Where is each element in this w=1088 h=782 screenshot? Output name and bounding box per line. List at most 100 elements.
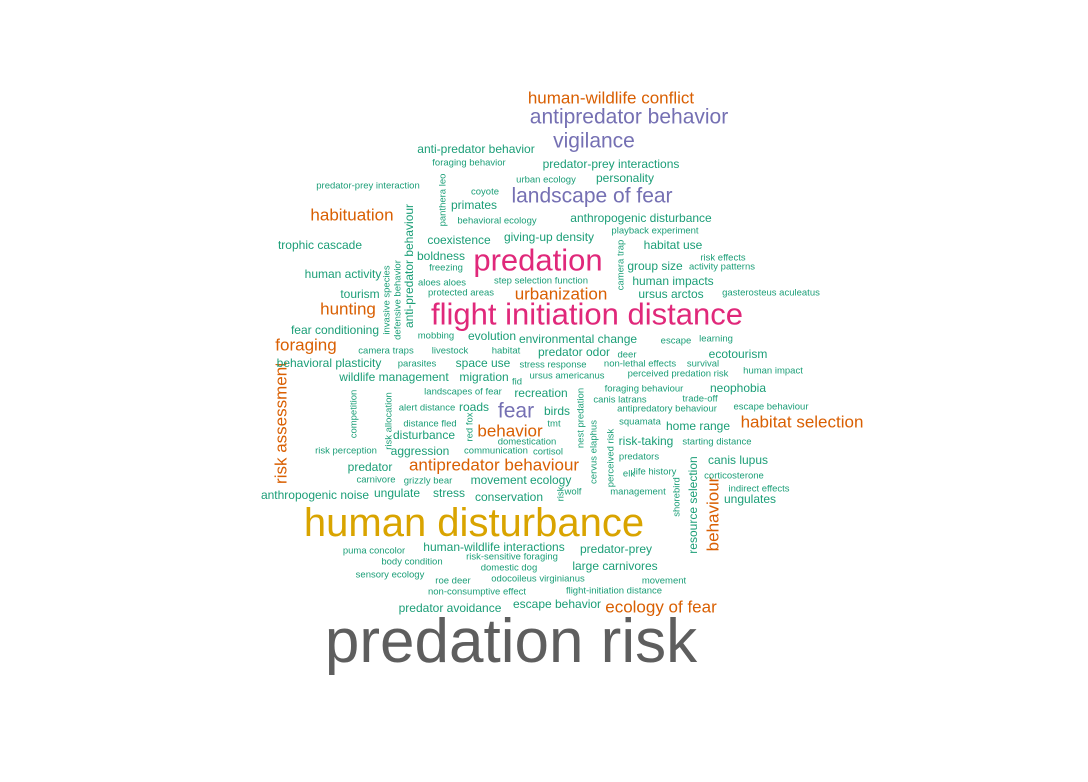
word-competition: competition — [348, 389, 360, 439]
word-ursus-arctos: ursus arctos — [638, 287, 704, 301]
word-predator-prey-interaction: predator-prey interaction — [316, 180, 420, 192]
word-neophobia: neophobia — [709, 381, 767, 395]
word-life-history: life history — [633, 466, 677, 478]
word-squamata: squamata — [619, 416, 661, 428]
word-habitat: habitat — [491, 345, 521, 357]
word-deer: deer — [617, 349, 637, 361]
word-fear: fear — [497, 399, 535, 423]
word-coexistence: coexistence — [427, 233, 491, 247]
word-fear-conditioning: fear conditioning — [290, 323, 380, 337]
word-learning: learning — [699, 333, 733, 345]
word-trophic-cascade: trophic cascade — [277, 238, 363, 252]
word-risk-effects: risk effects — [700, 252, 746, 264]
word-recreation: recreation — [514, 386, 568, 400]
word-communication: communication — [464, 445, 528, 457]
word-distance-fled: distance fled — [403, 418, 457, 430]
word-corticosterone: corticosterone — [704, 470, 764, 482]
word-indirect-effects: indirect effects — [728, 483, 790, 495]
word-canis-latrans: canis latrans — [593, 394, 647, 406]
word-cervus-elaphus: cervus elaphus — [588, 420, 600, 484]
word-behaviour: behaviour — [703, 476, 723, 552]
word-anti-predator-behaviour: anti-predator behaviour — [402, 203, 416, 329]
word-shorebird: shorebird — [671, 477, 683, 517]
word-escape-behavior: escape behavior — [512, 597, 602, 611]
word-stress-response: stress response — [519, 359, 587, 371]
word-canis-lupus: canis lupus — [707, 453, 769, 467]
word-ungulates: ungulates — [723, 492, 777, 506]
word-cortisol: cortisol — [532, 446, 564, 458]
word-movement-ecology: movement ecology — [470, 473, 572, 487]
word-activity-patterns: activity patterns — [689, 261, 755, 273]
word-human-impacts: human impacts — [632, 274, 714, 288]
word-human-wildlife-interactions: human-wildlife interactions — [423, 540, 565, 554]
word-predator-avoidance: predator avoidance — [398, 601, 502, 615]
word-stress: stress — [432, 486, 466, 500]
word-landscape-of-fear: landscape of fear — [511, 184, 673, 208]
word-foraging-behavior: foraging behavior — [432, 157, 506, 169]
word-survival: survival — [686, 358, 720, 370]
word-human-wildlife-conflict: human-wildlife conflict — [527, 88, 695, 108]
word-mobbing: mobbing — [417, 330, 455, 342]
word-risk-assessment: risk assessment — [271, 362, 291, 484]
word-group-size: group size — [627, 259, 683, 273]
word-birds: birds — [543, 404, 571, 418]
word-habitat-use: habitat use — [643, 238, 703, 252]
word-antipredatory-behaviour: antipredatory behaviour — [617, 403, 717, 415]
word-foraging-behaviour: foraging behaviour — [604, 383, 684, 395]
word-risk: risk — [555, 486, 567, 502]
word-human-impact: human impact — [743, 365, 803, 377]
word-elk: elk — [622, 468, 636, 480]
word-domestic-dog: domestic dog — [480, 562, 538, 574]
word-wildlife-management: wildlife management — [339, 370, 449, 384]
word-hunting: hunting — [320, 299, 376, 319]
word-antipredator-behavior: antipredator behavior — [529, 105, 729, 129]
word-nest-predation: nest predation — [575, 387, 587, 449]
word-predator-prey-interactions: predator-prey interactions — [542, 157, 680, 171]
word-gasterosteus-aculeatus: gasterosteus aculeatus — [722, 287, 820, 299]
word-carnivore: carnivore — [356, 474, 396, 486]
word-large-carnivores: large carnivores — [572, 559, 658, 573]
word-camera-trap: camera trap — [615, 239, 627, 291]
word-behavioral-ecology: behavioral ecology — [457, 215, 537, 227]
word-invasive-species: invasive species — [381, 265, 393, 335]
word-habitat-selection: habitat selection — [740, 412, 864, 432]
word-antipredator-behaviour: antipredator behaviour — [408, 455, 580, 475]
word-step-selection-function: step selection function — [493, 275, 589, 287]
word-conservation: conservation — [474, 490, 544, 504]
word-protected-areas: protected areas — [427, 287, 495, 299]
word-space-use: space use — [455, 356, 511, 370]
word-trade-off: trade-off — [682, 393, 718, 405]
word-ungulate: ungulate — [373, 486, 421, 500]
word-primates: primates — [450, 198, 498, 212]
word-non-lethal-effects: non-lethal effects — [603, 358, 677, 370]
word-ecology-of-fear: ecology of fear — [605, 597, 717, 617]
word-home-range: home range — [665, 419, 731, 433]
word-urbanization: urbanization — [514, 284, 608, 304]
word-puma-concolor: puma concolor — [342, 545, 406, 557]
word-flight-initiation-distance: flight initiation distance — [431, 296, 743, 332]
word-camera-traps: camera traps — [358, 345, 414, 357]
word-non-consumptive-effect: non-consumptive effect — [427, 586, 527, 598]
word-behavioral-plasticity: behavioral plasticity — [276, 356, 382, 370]
word-starting-distance: starting distance — [682, 436, 752, 448]
word-environmental-change: environmental change — [518, 332, 638, 346]
word-wolf: wolf — [564, 486, 582, 498]
word-behavior: behavior — [477, 421, 543, 441]
word-resource-selection: resource selection — [686, 456, 700, 554]
word-human-activity: human activity — [304, 267, 382, 281]
word-escape-behaviour: escape behaviour — [733, 401, 809, 413]
word-fid: fid — [511, 376, 523, 388]
word-predator-odor: predator odor — [537, 345, 611, 359]
word-coyote: coyote — [471, 186, 499, 198]
word-tourism: tourism — [340, 287, 380, 301]
word-predator-prey: predator-prey — [579, 542, 653, 556]
word-escape: escape — [660, 335, 692, 347]
word-personality: personality — [595, 171, 655, 185]
word-red-fox: red fox — [464, 412, 476, 442]
word-roe-deer: roe deer — [435, 575, 471, 587]
word-body-condition: body condition — [381, 556, 443, 568]
word-management: management — [610, 486, 666, 498]
word-anthropogenic-noise: anthropogenic noise — [260, 488, 370, 502]
word-habituation: habituation — [310, 205, 394, 225]
word-boldness: boldness — [416, 249, 466, 263]
